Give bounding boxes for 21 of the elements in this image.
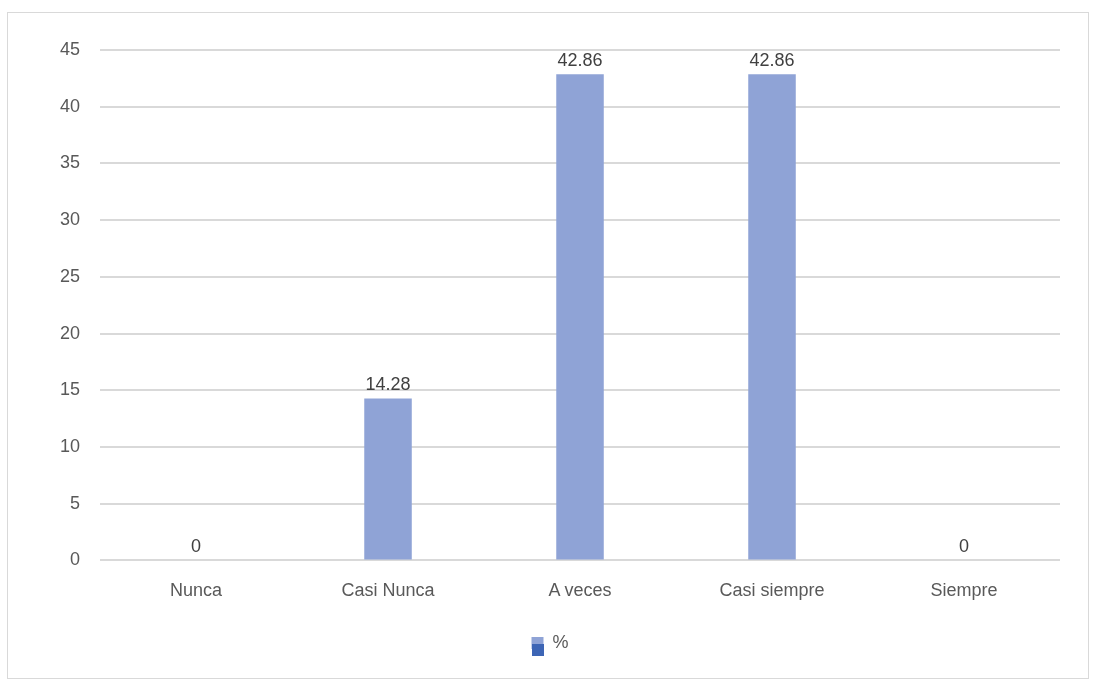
y-tick-label: 20 [59, 322, 81, 343]
x-tick-label: A veces [548, 580, 612, 601]
x-tick-label: Siempre [930, 580, 998, 601]
data-label: 14.28 [365, 374, 411, 395]
y-tick-label: 5 [70, 492, 81, 513]
data-label: 0 [958, 536, 970, 557]
y-tick-label: 45 [59, 38, 81, 59]
data-label: 42.86 [557, 50, 603, 71]
x-tick-label: Casi siempre [719, 580, 825, 601]
y-tick-label: 0 [70, 549, 81, 570]
data-label: 42.86 [749, 50, 795, 71]
data-label: 0 [191, 536, 202, 557]
y-tick-label: 25 [59, 265, 81, 286]
y-tick-label: 10 [59, 435, 81, 456]
y-tick-label: 15 [59, 379, 81, 400]
y-tick-label: 35 [59, 152, 81, 173]
x-tick-label: Nunca [170, 580, 224, 601]
legend-label: % [552, 631, 569, 652]
y-tick-label: 40 [59, 95, 81, 116]
x-tick-label: Casi Nunca [341, 580, 436, 601]
y-tick-label: 30 [59, 209, 81, 230]
